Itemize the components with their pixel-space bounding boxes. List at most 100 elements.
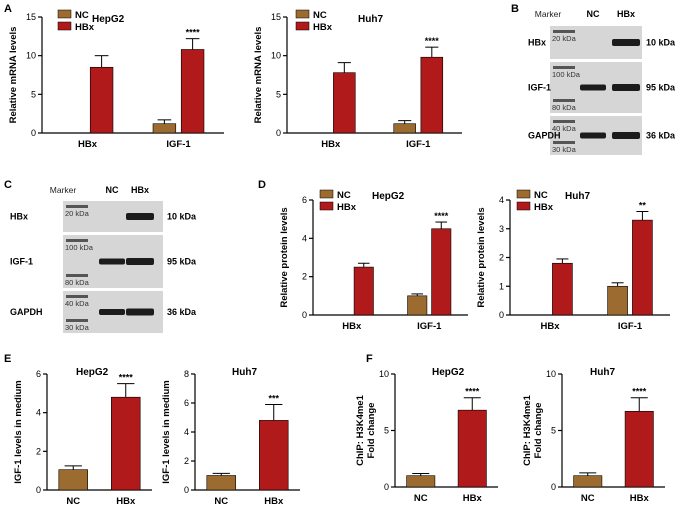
bar	[420, 56, 444, 134]
band-nc	[580, 84, 606, 91]
y-axis-label: Relative mRNA levels	[253, 27, 264, 124]
x-category-label: HBx	[342, 321, 362, 332]
marker-label: 40 kDa	[552, 124, 577, 133]
blot-header-marker: Marker	[535, 9, 562, 19]
protein-label: GAPDH	[528, 131, 561, 141]
bar	[632, 219, 653, 316]
bar	[431, 228, 452, 316]
y-axis-label: IGF-1 levels in medium	[13, 380, 24, 483]
y-tick-label: 10	[26, 51, 36, 61]
x-category-label: NC	[66, 496, 80, 507]
protein-label: IGF-1	[10, 257, 33, 267]
protein-label: IGF-1	[528, 83, 551, 93]
marker-label: 20 kDa	[552, 34, 577, 43]
x-category-label: HBx	[630, 493, 650, 504]
chart-title: HepG2	[432, 367, 465, 378]
protein-label: GAPDH	[10, 307, 43, 317]
y-tick-label: 15	[271, 12, 281, 22]
blot-header-nc: NC	[106, 185, 119, 195]
y-tick-label: 2	[36, 446, 41, 456]
panel-label-a: A	[4, 3, 12, 15]
band-nc	[99, 309, 125, 315]
y-tick-label: 0	[302, 310, 307, 320]
y-tick-label: 5	[31, 89, 36, 99]
marker-label: 20 kDa	[65, 209, 90, 218]
protein-label: HBx	[528, 38, 546, 48]
marker-band	[66, 295, 88, 298]
bar	[152, 123, 177, 134]
bar	[393, 123, 416, 134]
marker-label: 100 kDa	[65, 243, 94, 252]
band-size-label: 10 kDa	[167, 212, 197, 222]
y-tick-label: 5	[551, 426, 556, 436]
blot-header-nc: NC	[587, 9, 600, 19]
x-category-label: NC	[214, 496, 228, 507]
blot-header-hbx: HBx	[617, 9, 635, 19]
legend-swatch	[516, 189, 531, 199]
panel-label-d: D	[258, 179, 266, 191]
significance-marker: **	[639, 201, 647, 211]
y-axis-label: Relative mRNA levels	[8, 27, 19, 124]
bar	[259, 420, 289, 491]
significance-marker: ****	[434, 211, 449, 221]
marker-label: 30 kDa	[65, 323, 90, 332]
band-size-label: 10 kDa	[646, 38, 676, 48]
bar	[457, 409, 487, 488]
y-tick-label: 2	[499, 253, 504, 263]
band-hbx	[612, 132, 640, 139]
bar	[58, 469, 88, 491]
band-hbx	[126, 308, 154, 316]
y-tick-label: 5	[384, 426, 389, 436]
marker-label: 100 kDa	[552, 70, 581, 79]
band-size-label: 95 kDa	[167, 257, 197, 267]
x-category-label: NC	[581, 493, 595, 504]
legend-swatch	[57, 21, 72, 31]
bar	[111, 396, 141, 491]
legend-label: NC	[313, 10, 327, 21]
significance-marker: ****	[186, 28, 201, 38]
x-category-label: IGF-1	[406, 139, 431, 150]
y-tick-label: 10	[379, 369, 389, 379]
panel-label-e: E	[4, 353, 11, 365]
band-size-label: 36 kDa	[646, 131, 676, 141]
legend-label: HBx	[313, 22, 333, 33]
legend-swatch	[295, 21, 310, 31]
y-axis-label-line2: Fold change	[533, 403, 544, 459]
chart-e-hepg2: HepG2 0 2 4 6 IGF-1 levels in medium NC HBx ****	[13, 367, 152, 507]
x-category-label: NC	[414, 493, 428, 504]
chart-title: Huh7	[232, 367, 257, 378]
y-tick-label: 0	[276, 128, 281, 138]
chart-e-huh7: Huh7 0 2 4 6 8 IGF-1 levels in medium NC HBx ***	[161, 367, 300, 507]
y-tick-label: 15	[26, 12, 36, 22]
y-tick-label: 2	[184, 456, 189, 466]
chart-a-huh7: Huh7 0 5 10 15 Relative mRNA levels HBx IGF-1 **…	[253, 9, 462, 150]
y-tick-label: 10	[271, 51, 281, 61]
significance-marker: ****	[425, 36, 440, 46]
protein-label: HBx	[10, 212, 28, 222]
chart-title: HepG2	[76, 367, 109, 378]
western-blot-b: Marker NC HBx 20 kDa HBx 10 kDa 100 kDa 80 kDa I…	[528, 9, 676, 155]
x-category-label: IGF-1	[618, 321, 643, 332]
y-axis-label-line2: Fold change	[366, 403, 377, 459]
y-axis-label: Relative protein levels	[279, 207, 290, 307]
band-size-label: 36 kDa	[167, 307, 197, 317]
chart-f-hepg2: HepG2 0 5 10 ChIP: H3K4me1 Fold change NC HBx **…	[355, 367, 498, 504]
bar	[206, 475, 236, 491]
legend-swatch	[319, 189, 334, 199]
legend-label: HBx	[75, 22, 95, 33]
chart-d-hepg2: HepG2 0 2 4 6 Relative protein levels HBx IGF-1…	[279, 189, 468, 332]
y-tick-label: 0	[551, 482, 556, 492]
y-axis-label: IGF-1 levels in medium	[161, 380, 172, 483]
y-tick-label: 1	[499, 281, 504, 291]
marker-label: 40 kDa	[65, 299, 90, 308]
marker-band	[66, 239, 88, 242]
y-axis-label: Relative protein levels	[476, 207, 487, 307]
legend-swatch	[516, 201, 531, 211]
y-tick-label: 0	[184, 485, 189, 495]
marker-band	[66, 205, 88, 208]
significance-marker: ****	[465, 387, 480, 397]
bar	[406, 475, 436, 488]
